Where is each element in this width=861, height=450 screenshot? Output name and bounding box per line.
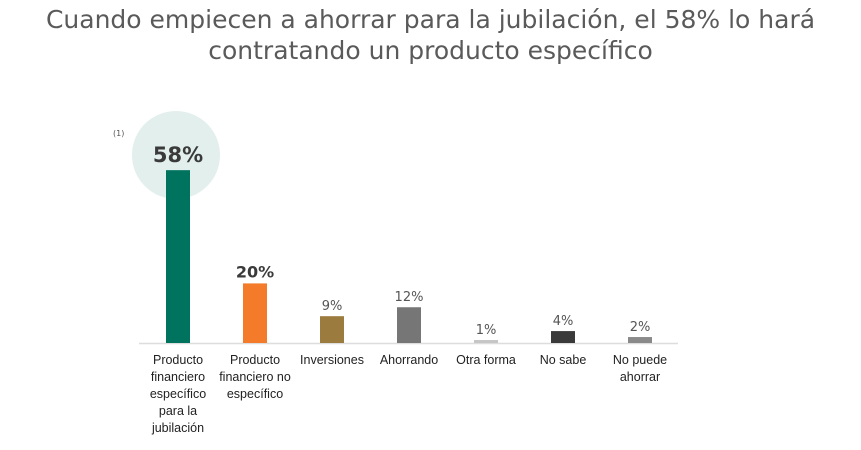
data-label: 12% (395, 290, 424, 305)
highlight-circle (132, 111, 220, 199)
data-label: 4% (553, 314, 574, 329)
title-line-1: Cuando empiecen a ahorrar para la jubila… (45, 5, 816, 34)
category-label: Producto financiero no específico (219, 353, 291, 401)
data-label: 1% (476, 323, 497, 338)
bar (474, 340, 498, 343)
data-label: 20% (236, 262, 274, 281)
footnote-marker: (1) (113, 129, 125, 138)
data-label: 9% (322, 299, 343, 314)
bar (320, 316, 344, 343)
category-label: Producto financiero específico para la j… (149, 353, 207, 435)
bar (243, 283, 267, 343)
bar (397, 307, 421, 343)
bar (551, 331, 575, 343)
bar (166, 170, 190, 343)
title-line-2: contratando un producto específico (208, 36, 653, 65)
chart-title: Cuando empiecen a ahorrar para la jubila… (0, 4, 861, 66)
bar (628, 337, 652, 343)
data-label: 2% (630, 320, 651, 335)
category-label: Ahorrando (379, 353, 439, 367)
category-label: Otra forma (456, 353, 516, 367)
data-label: 58% (153, 143, 203, 167)
category-label: No puede ahorrar (612, 353, 668, 384)
category-label: Inversiones (300, 353, 364, 367)
category-label: No sabe (539, 353, 587, 367)
